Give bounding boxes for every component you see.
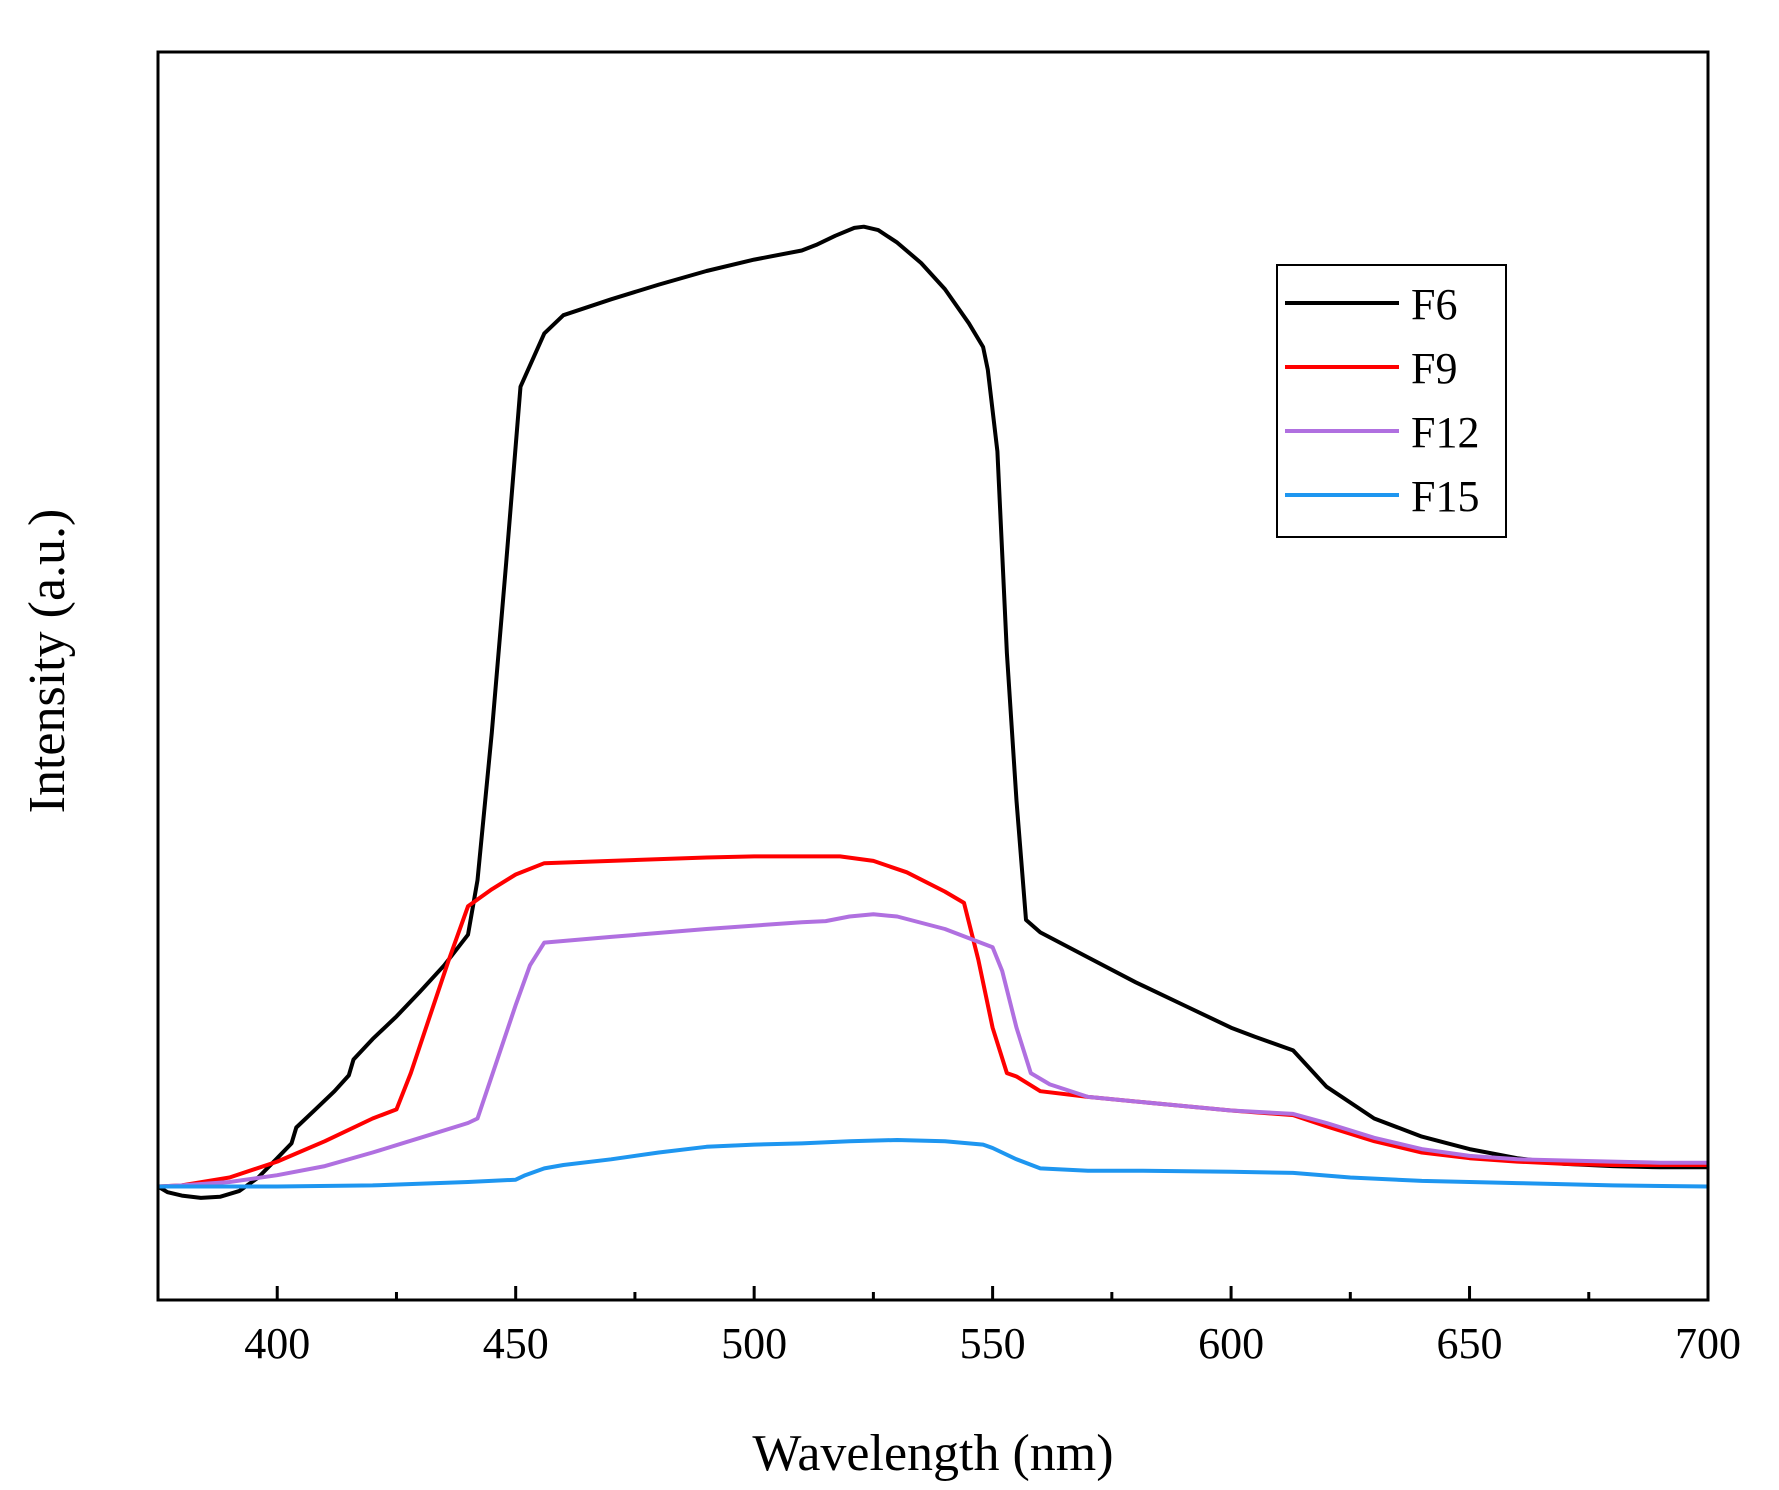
plot-frame <box>156 50 1710 1302</box>
legend-label-f6: F6 <box>1411 280 1457 329</box>
x-tick-label: 700 <box>1675 1319 1741 1368</box>
x-tick-label: 650 <box>1437 1319 1503 1368</box>
x-tick-label: 500 <box>721 1319 787 1368</box>
series-line-f15 <box>158 1138 1709 1189</box>
series-layer <box>156 224 1709 1200</box>
legend-label-f12: F12 <box>1411 408 1479 457</box>
legend: F6 F9 F12 F15 <box>1276 264 1507 538</box>
y-axis-title: Intensity (a.u.) <box>19 509 76 814</box>
x-tick-label: 400 <box>244 1319 310 1368</box>
series-line-f9 <box>157 854 1708 1189</box>
series-line-f6 <box>156 224 1708 1200</box>
x-tick-label: 450 <box>483 1319 549 1368</box>
series-line-f12 <box>157 912 1708 1189</box>
legend-label-f9: F9 <box>1411 344 1457 393</box>
x-axis: 400 450 500 550 600 650 700 <box>244 1286 1741 1368</box>
x-tick-label: 550 <box>960 1319 1026 1368</box>
x-axis-title: Wavelength (nm) <box>752 1425 1113 1482</box>
legend-box <box>1276 264 1507 538</box>
legend-label-f15: F15 <box>1411 472 1479 521</box>
x-tick-label: 600 <box>1198 1319 1264 1368</box>
